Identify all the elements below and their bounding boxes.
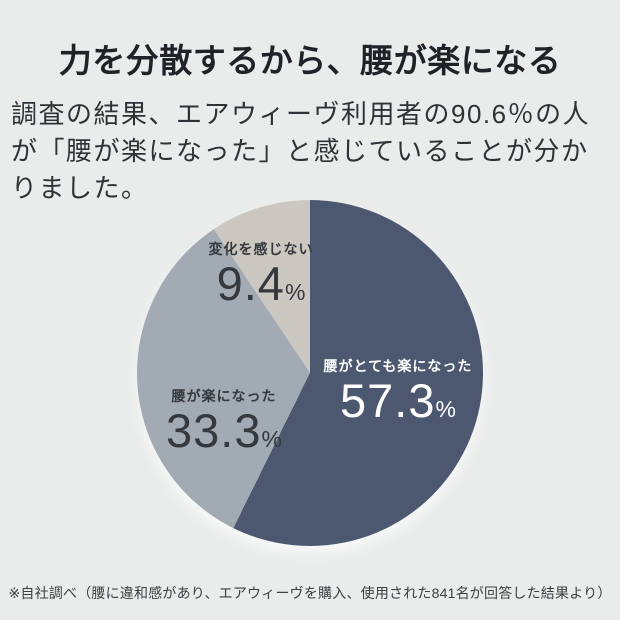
pie-slice-value-unit: % [284, 279, 306, 305]
pie-slice-label: 変化を感じない [208, 241, 314, 257]
pie-chart: 腰がとても楽になった 57.3% 腰が楽になった 33.3% 変化を感じない 9… [137, 200, 483, 546]
pie-slice-value-number: 57.3 [340, 374, 436, 427]
pie-slice-value-unit: % [435, 396, 456, 422]
page-title: 力を分散するから、腰が楽になる [58, 42, 562, 79]
pie-slice-value-number: 33.3 [166, 404, 262, 457]
pie-slice-label: 腰が楽になった [171, 388, 277, 404]
pie-slice-value-unit: % [261, 426, 282, 452]
pie-slice-value: 57.3% [324, 377, 473, 424]
pie-slice-callout-no-change: 変化を感じない 9.4% [209, 241, 314, 307]
pie-slice-value: 9.4% [209, 260, 314, 307]
intro-text: 調査の結果、エアウィーヴ利用者の90.6％の人が「腰が楽になった」と感じているこ… [11, 99, 591, 203]
pie-slice-value-number: 9.4 [216, 257, 285, 310]
pie-slice-label: 腰がとても楽になった [323, 358, 473, 374]
pie-slice-callout-very-relieved: 腰がとても楽になった 57.3% [324, 358, 473, 424]
pie-slice-value: 33.3% [166, 407, 282, 454]
footnote: ※自社調べ（腰に違和感があり、エアウィーヴを購入、使用された841名が回答した結… [8, 585, 612, 601]
pie-slice-callout-relieved: 腰が楽になった 33.3% [166, 388, 282, 454]
